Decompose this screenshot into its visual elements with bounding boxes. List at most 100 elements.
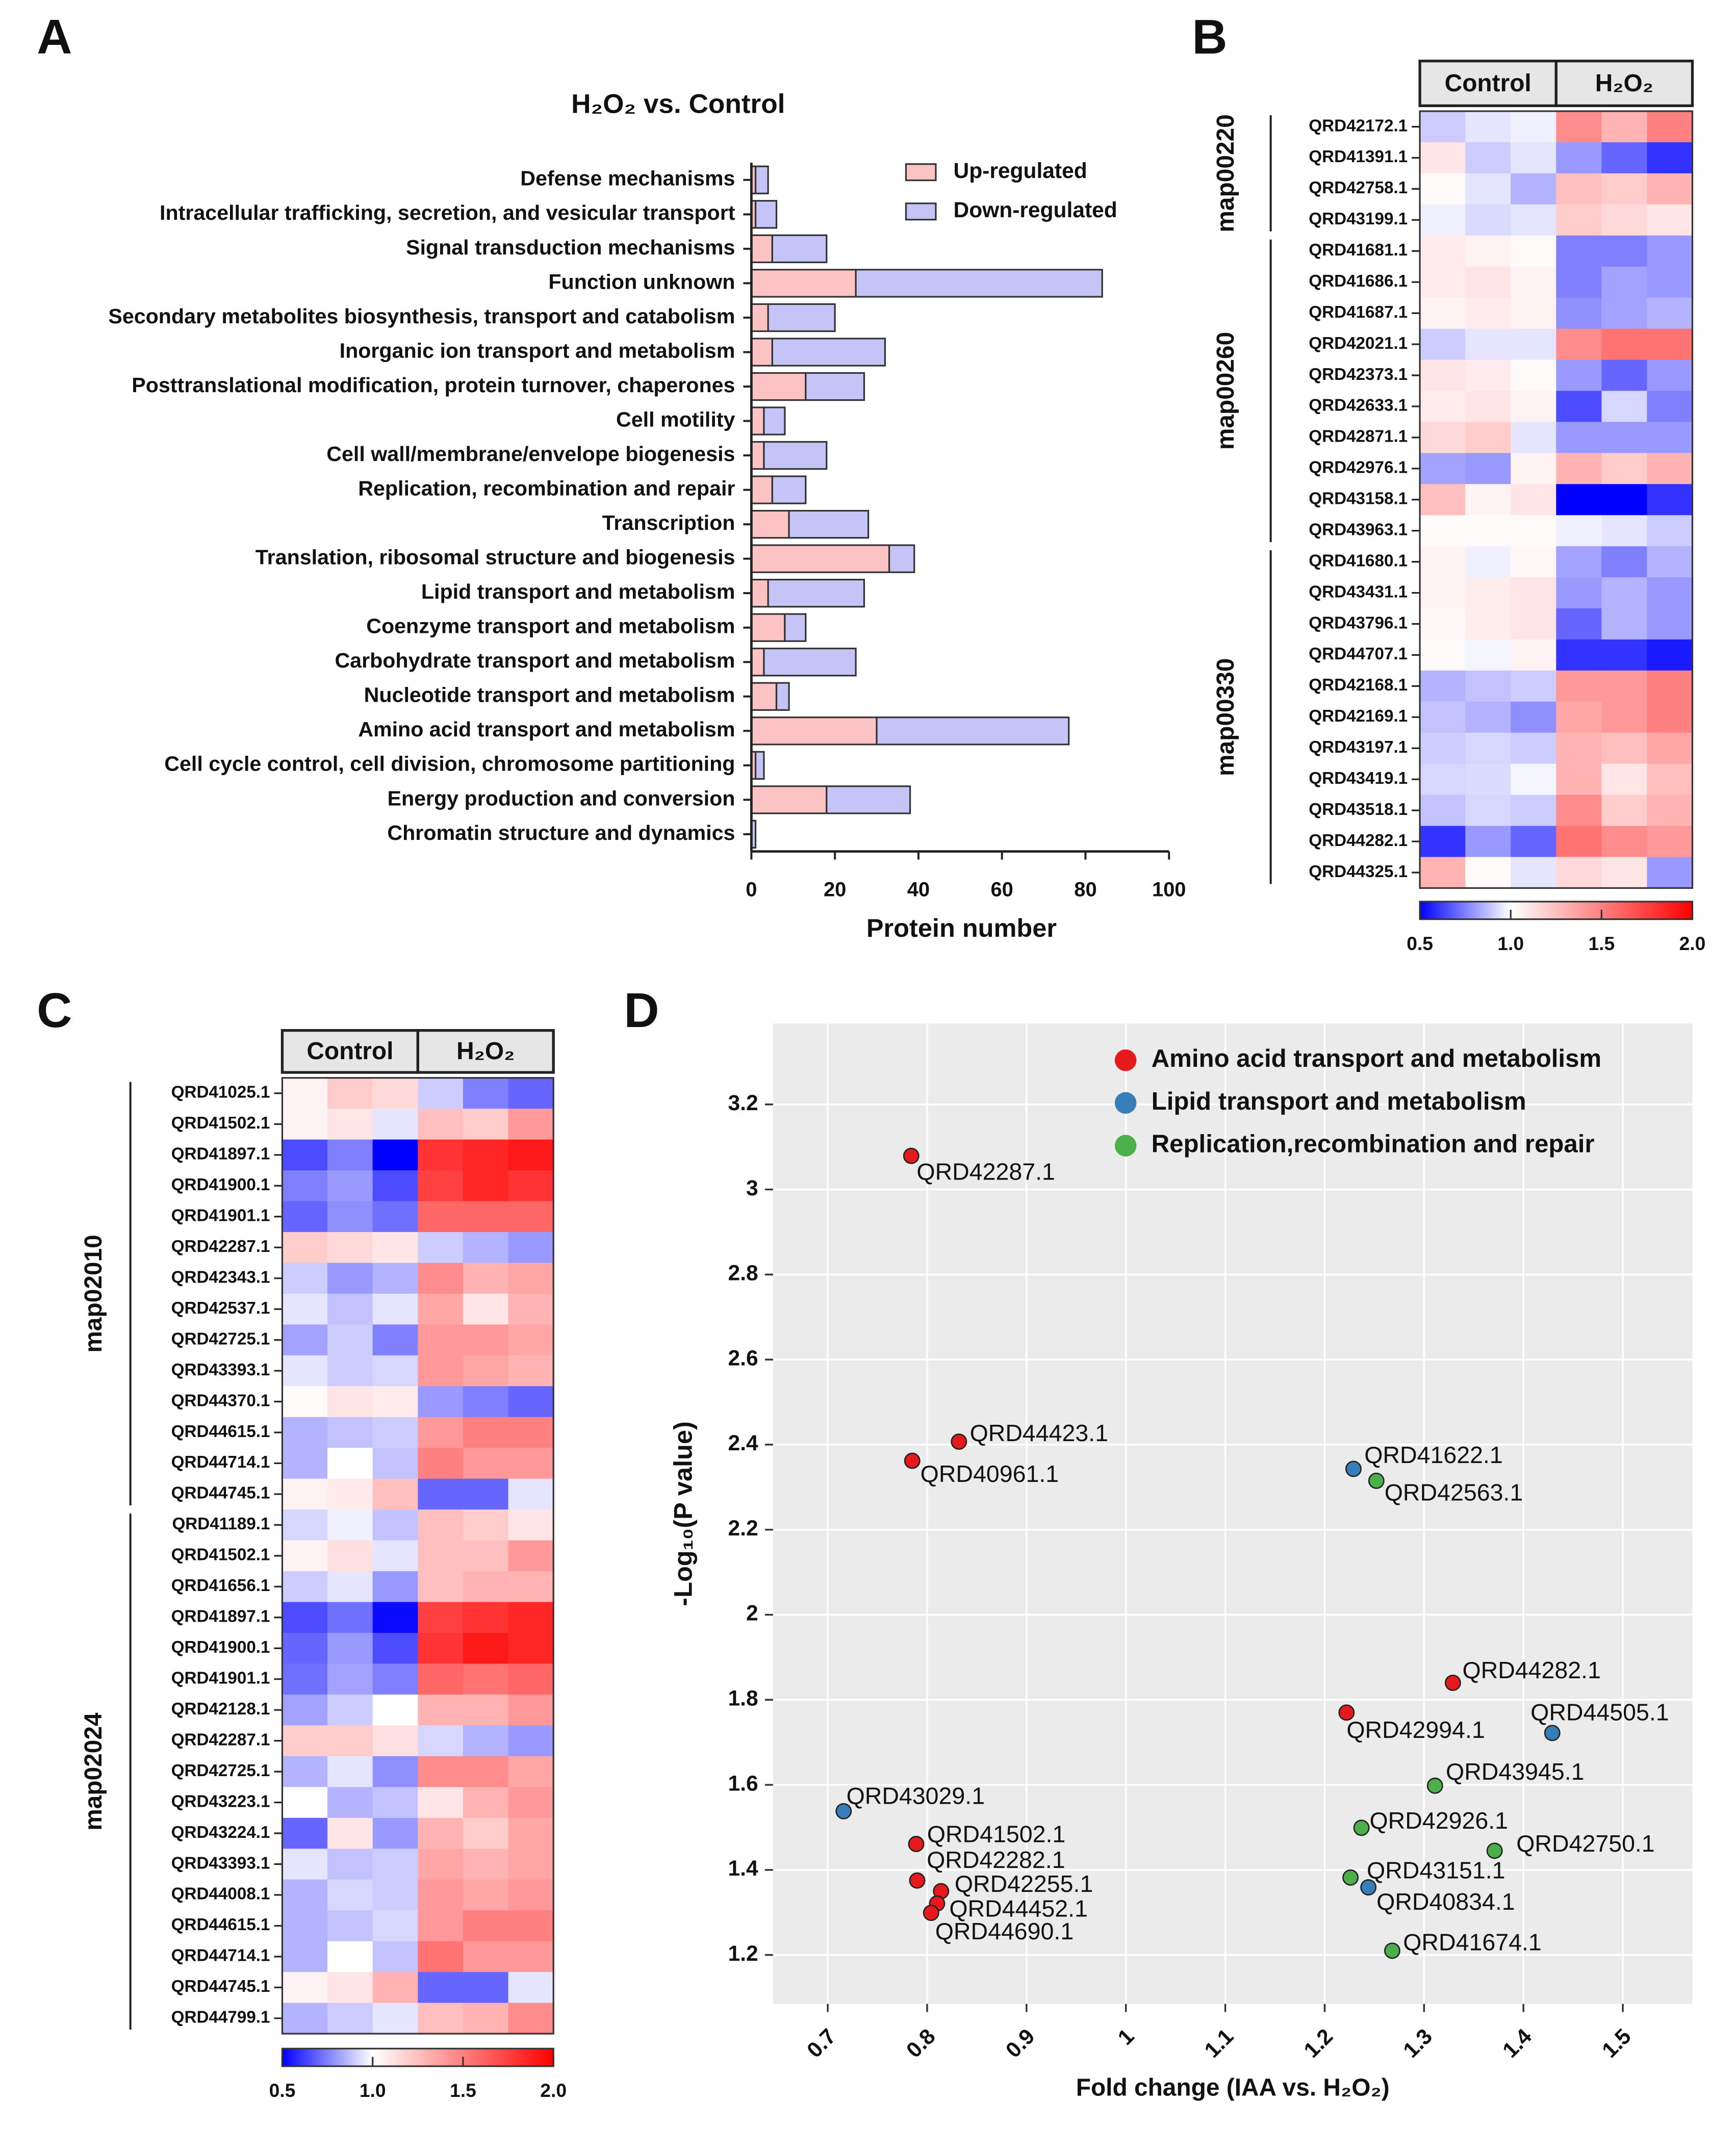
heat-cell: [1601, 391, 1648, 423]
y-axis-label: -Log₁₀(P value): [668, 1421, 697, 1606]
heat-cell: [508, 1972, 554, 2004]
heat-cell: [372, 1324, 419, 1356]
heat-cell: [1647, 701, 1693, 733]
point-label: QRD42563.1: [1385, 1479, 1523, 1506]
heat-cell: [1511, 235, 1557, 267]
heat-cell: [508, 1817, 554, 1850]
point: [1384, 1942, 1400, 1959]
category-label: Transcription: [602, 511, 735, 534]
row-label: QRD42871.1: [1309, 427, 1408, 446]
heat-cell: [463, 1232, 509, 1264]
x-tick-label: 1.2: [1299, 2024, 1338, 2063]
x-tick-label: 0: [746, 878, 757, 901]
heat-cell: [418, 1509, 464, 1541]
bar-segment: [750, 613, 786, 642]
heat-cell: [1465, 701, 1512, 733]
heat-cell: [327, 1879, 373, 1911]
heat-cell: [1556, 360, 1602, 392]
heat-cell: [463, 1694, 509, 1726]
heat-cell: [1420, 763, 1466, 796]
bar-segment: [750, 578, 769, 608]
heat-cell: [1647, 515, 1693, 547]
heat-cell: [1465, 453, 1512, 485]
row-label: QRD43197.1: [1309, 738, 1408, 757]
heat-cell: [463, 1448, 509, 1479]
point-label: QRD42255.1: [955, 1870, 1093, 1897]
legend-marker: [1114, 1092, 1137, 1114]
row-label: QRD42287.1: [171, 1730, 270, 1749]
x-tick-label: 0.7: [802, 2024, 841, 2063]
legend-label: Up-regulated: [953, 159, 1087, 183]
heat-cell: [418, 1139, 464, 1171]
heat-cell: [1556, 732, 1602, 764]
heat-cell: [1601, 826, 1648, 858]
heat-cell: [508, 1355, 554, 1387]
point: [1345, 1460, 1362, 1477]
colorbar-tick-label: 2.0: [540, 2080, 567, 2101]
heat-cell: [372, 1663, 419, 1695]
heat-cell: [372, 1170, 419, 1202]
heat-cell: [1465, 235, 1512, 267]
bar-segment: [750, 785, 828, 814]
heat-cell: [463, 1170, 509, 1202]
row-label: QRD42725.1: [171, 1329, 270, 1348]
heat-cell: [1647, 794, 1693, 827]
heat-cell: [1556, 546, 1602, 578]
heat-cell: [1556, 453, 1602, 485]
heat-cell: [1601, 142, 1648, 174]
heat-cell: [372, 1633, 419, 1664]
legend-label: Replication,recombination and repair: [1152, 1130, 1595, 1158]
heat-cell: [1420, 360, 1466, 392]
heat-cell: [418, 1817, 464, 1850]
heat-cell: [1420, 701, 1466, 733]
heat-cell: [372, 1571, 419, 1603]
heat-cell: [327, 1355, 373, 1387]
heat-cell: [282, 1078, 328, 1110]
category-label: Defense mechanisms: [520, 167, 735, 190]
heat-cell: [282, 1139, 328, 1171]
heat-cell: [418, 1910, 464, 1942]
heat-cell: [372, 1263, 419, 1294]
group-label: map00260: [1212, 332, 1239, 450]
row-label: QRD42633.1: [1309, 396, 1408, 415]
heat-cell: [1647, 546, 1693, 578]
heat-cell: [372, 1478, 419, 1510]
heat-cell: [1420, 297, 1466, 329]
heat-cell: [463, 1201, 509, 1233]
heat-cell: [327, 1941, 373, 1973]
heat-cell: [508, 1571, 554, 1603]
heat-cell: [1556, 857, 1602, 889]
heat-cell: [1556, 328, 1602, 361]
heat-cell: [418, 1355, 464, 1387]
colorbar-tick-label: 1.5: [1588, 933, 1615, 954]
bar-segment: [763, 648, 857, 677]
heat-cell: [1556, 577, 1602, 609]
row-label: QRD43199.1: [1309, 210, 1408, 228]
heat-cell: [1601, 204, 1648, 236]
heat-cell: [1420, 391, 1466, 423]
heat-cell: [1601, 484, 1648, 516]
heat-cell: [418, 1263, 464, 1294]
heat-cell: [1556, 484, 1602, 516]
heat-cell: [418, 1324, 464, 1356]
heat-cell: [1465, 297, 1512, 329]
row-label: QRD42168.1: [1309, 676, 1408, 695]
heat-cell: [418, 1725, 464, 1757]
legend-marker: [1114, 1049, 1137, 1071]
row-label: QRD44714.1: [171, 1946, 270, 1965]
heat-cell: [1601, 608, 1648, 640]
category-label: Carbohydrate transport and metabolism: [335, 649, 735, 672]
group-label: map00220: [1212, 114, 1239, 232]
row-label: QRD41686.1: [1309, 272, 1408, 291]
heat-cell: [1601, 701, 1648, 733]
point: [1338, 1704, 1355, 1721]
legend-swatch: [905, 163, 937, 182]
heat-cell: [463, 1478, 509, 1510]
heat-cell: [418, 1663, 464, 1695]
heat-cell: [372, 1972, 419, 2004]
heat-cell: [327, 1602, 373, 1634]
row-label: QRD41900.1: [171, 1175, 270, 1194]
row-label: QRD43224.1: [171, 1823, 270, 1842]
row-label: QRD42287.1: [171, 1237, 270, 1256]
legend-label: Lipid transport and metabolism: [1152, 1087, 1526, 1115]
